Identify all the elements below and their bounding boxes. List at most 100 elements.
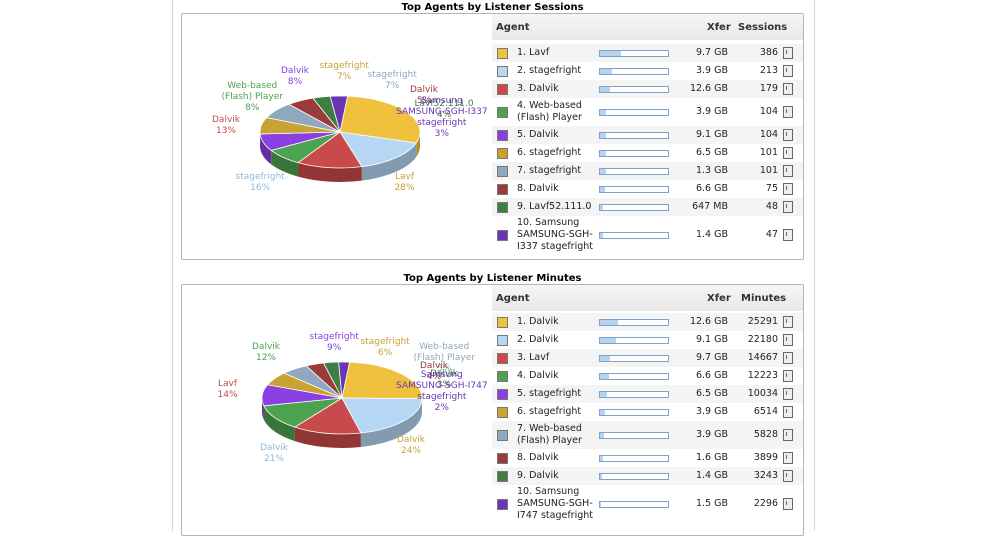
legend-swatch bbox=[497, 166, 508, 177]
share-bar-fill bbox=[600, 433, 604, 438]
details-icon[interactable] bbox=[783, 229, 793, 241]
sessions-table-header: Agent Xfer Sessions bbox=[492, 14, 803, 40]
header-value: Sessions bbox=[738, 22, 787, 33]
legend-swatch bbox=[497, 148, 508, 159]
share-bar-fill bbox=[600, 51, 621, 56]
details-icon[interactable] bbox=[783, 129, 793, 141]
count-value: 213 bbox=[732, 65, 778, 76]
share-bar bbox=[599, 186, 669, 193]
share-bar-fill bbox=[600, 392, 607, 397]
legend-swatch bbox=[497, 230, 508, 241]
count-value: 47 bbox=[732, 229, 778, 240]
details-icon[interactable] bbox=[783, 388, 793, 400]
table-row: 10. Samsung SAMSUNG-SGH-I747 stagefright… bbox=[492, 485, 803, 524]
legend-swatch bbox=[497, 353, 508, 364]
pie-pct: 8% bbox=[222, 103, 283, 114]
pie-pct: 3% bbox=[396, 129, 488, 140]
legend-swatch bbox=[497, 84, 508, 95]
share-bar-fill bbox=[600, 110, 606, 115]
details-icon[interactable] bbox=[783, 147, 793, 159]
share-bar bbox=[599, 319, 669, 326]
details-icon[interactable] bbox=[783, 106, 793, 118]
details-icon[interactable] bbox=[783, 470, 793, 482]
agent-label: 7. stagefright bbox=[517, 165, 597, 177]
share-bar-fill bbox=[600, 69, 612, 74]
details-icon[interactable] bbox=[783, 429, 793, 441]
details-icon[interactable] bbox=[783, 165, 793, 177]
legend-swatch bbox=[497, 202, 508, 213]
legend-swatch bbox=[497, 335, 508, 346]
legend-swatch bbox=[497, 371, 508, 382]
share-bar bbox=[599, 432, 669, 439]
pie-pct: 8% bbox=[281, 77, 309, 88]
share-bar-fill bbox=[600, 151, 606, 156]
count-value: 386 bbox=[732, 47, 778, 58]
share-bar-fill bbox=[600, 133, 606, 138]
table-row: 10. Samsung SAMSUNG-SGH-I337 stagefright… bbox=[492, 216, 803, 255]
xfer-value: 6.5 GB bbox=[674, 388, 728, 399]
details-icon[interactable] bbox=[783, 334, 793, 346]
legend-swatch bbox=[497, 407, 508, 418]
legend-swatch bbox=[497, 389, 508, 400]
count-value: 5828 bbox=[732, 429, 778, 440]
details-icon[interactable] bbox=[783, 83, 793, 95]
count-value: 179 bbox=[732, 83, 778, 94]
pie-pct: 9% bbox=[310, 343, 359, 354]
agent-label: 3. Lavf bbox=[517, 352, 597, 364]
share-bar bbox=[599, 337, 669, 344]
details-icon[interactable] bbox=[783, 201, 793, 213]
details-icon[interactable] bbox=[783, 352, 793, 364]
xfer-value: 12.6 GB bbox=[674, 316, 728, 327]
share-bar bbox=[599, 473, 669, 480]
details-icon[interactable] bbox=[783, 316, 793, 328]
details-icon[interactable] bbox=[783, 370, 793, 382]
share-bar bbox=[599, 68, 669, 75]
header-value: Minutes bbox=[741, 293, 786, 304]
agent-label: 7. Web-based (Flash) Player bbox=[517, 423, 597, 447]
pie-pct: 2% bbox=[396, 403, 488, 414]
count-value: 25291 bbox=[732, 316, 778, 327]
pie-pct: 24% bbox=[397, 446, 425, 457]
minutes-title: Top Agents by Listener Minutes bbox=[181, 273, 804, 284]
details-icon[interactable] bbox=[783, 65, 793, 77]
share-bar-fill bbox=[600, 474, 602, 479]
share-bar bbox=[599, 50, 669, 57]
count-value: 104 bbox=[732, 129, 778, 140]
count-value: 101 bbox=[732, 147, 778, 158]
count-value: 2296 bbox=[732, 498, 778, 509]
details-icon[interactable] bbox=[783, 498, 793, 510]
legend-swatch bbox=[497, 453, 508, 464]
details-icon[interactable] bbox=[783, 452, 793, 464]
xfer-value: 9.7 GB bbox=[674, 352, 728, 363]
legend-swatch bbox=[497, 66, 508, 77]
details-icon[interactable] bbox=[783, 183, 793, 195]
details-icon[interactable] bbox=[783, 47, 793, 59]
pie-pct: 6% bbox=[361, 348, 410, 359]
legend-swatch bbox=[497, 317, 508, 328]
share-bar bbox=[599, 455, 669, 462]
share-bar-fill bbox=[600, 456, 603, 461]
details-icon[interactable] bbox=[783, 406, 793, 418]
agent-label: 4. Web-based (Flash) Player bbox=[517, 100, 597, 124]
pie-pct: 28% bbox=[395, 183, 415, 194]
share-bar-fill bbox=[600, 169, 606, 174]
share-bar bbox=[599, 232, 669, 239]
pie-pct: 14% bbox=[218, 390, 238, 401]
